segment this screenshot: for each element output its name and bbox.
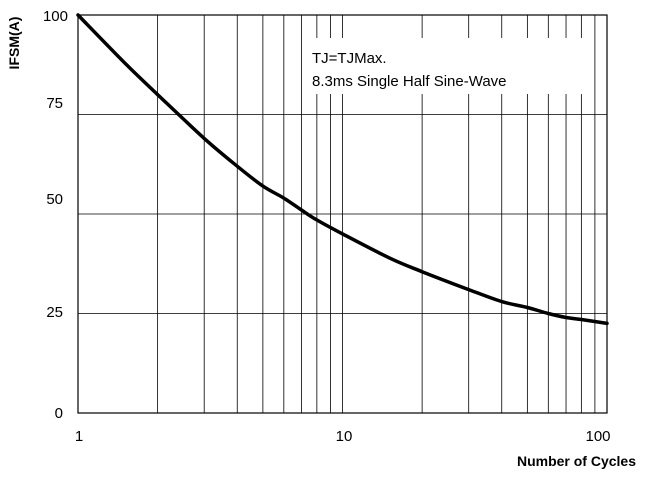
annotation-box: TJ=TJMax. 8.3ms Single Half Sine-Wave	[303, 38, 593, 94]
annotation-line-1: TJ=TJMax.	[312, 50, 387, 67]
y-tick-label-0: 0	[55, 405, 63, 422]
plot-frame	[77, 14, 608, 414]
x-tick-label-1: 1	[75, 428, 83, 445]
x-tick-labels: 1 10 100	[75, 428, 611, 445]
y-tick-label-25: 25	[46, 304, 63, 321]
y-tick-label-75: 75	[46, 95, 63, 112]
y-tick-labels: 100 75 50 25 0	[43, 8, 68, 422]
x-tick-label-10: 10	[336, 428, 353, 445]
x-axis-title: Number of Cycles	[517, 453, 636, 469]
annotation-background	[303, 38, 593, 94]
series-line-0	[76, 13, 609, 326]
y-axis-title: IFSM(A)	[6, 17, 22, 70]
series-layer	[76, 13, 609, 326]
x-tick-label-100: 100	[585, 428, 610, 445]
y-tick-label-50: 50	[46, 191, 63, 208]
annotation-line-2: 8.3ms Single Half Sine-Wave	[312, 73, 507, 90]
y-tick-label-100: 100	[43, 8, 68, 25]
